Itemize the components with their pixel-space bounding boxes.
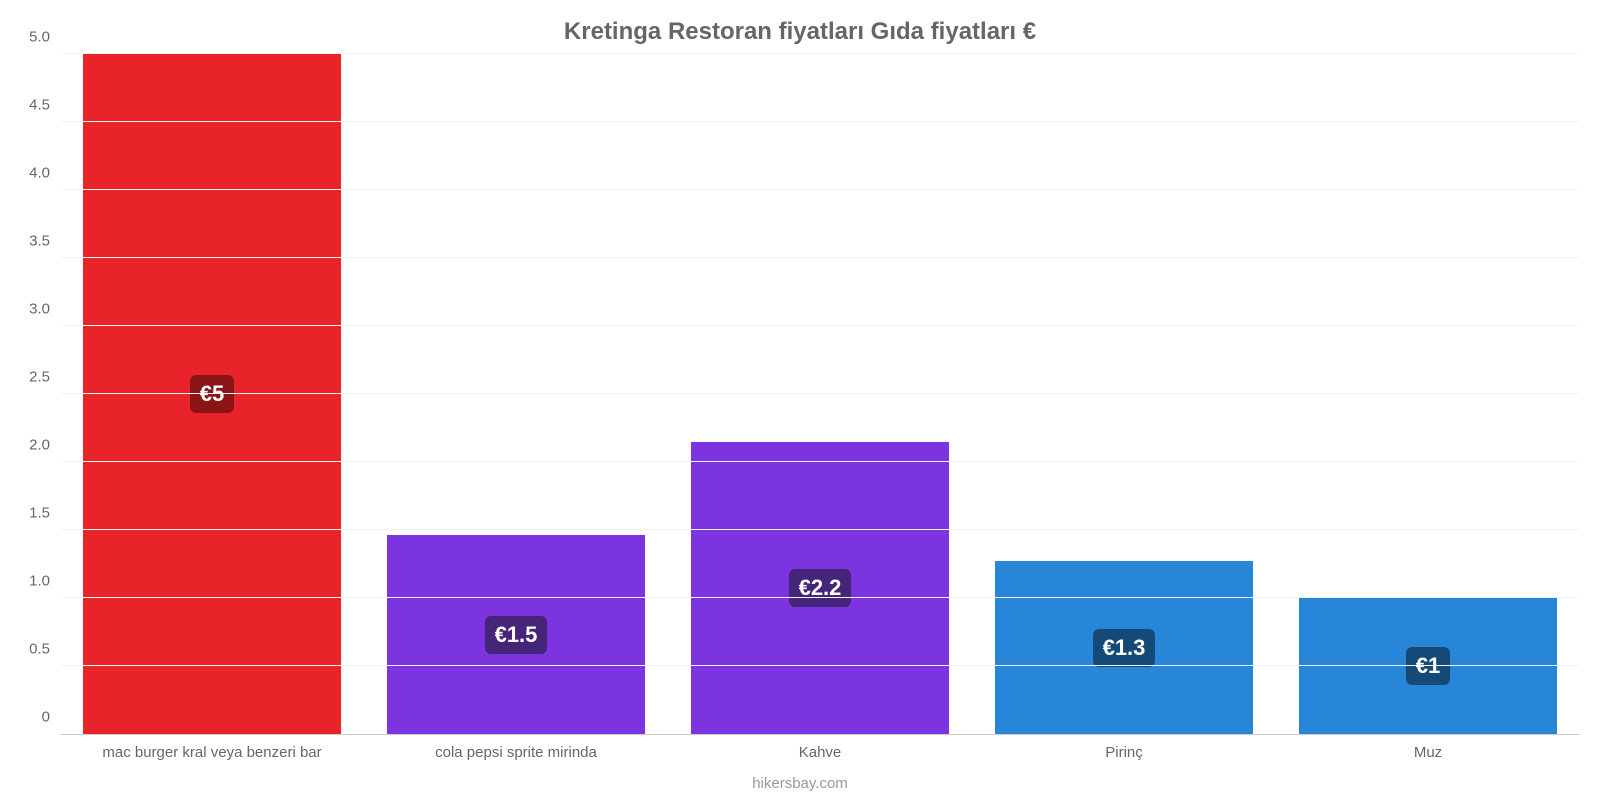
bar-value-label: €1.3 xyxy=(1093,629,1156,667)
x-tick-label: Pirinç xyxy=(1105,744,1143,761)
grid-line xyxy=(60,529,1580,530)
y-tick-label: 3.5 xyxy=(29,233,60,250)
chart-container: Kretinga Restoran fiyatları Gıda fiyatla… xyxy=(0,0,1600,800)
x-tick-label: mac burger kral veya benzeri bar xyxy=(102,744,321,761)
bar-slot: €1Muz xyxy=(1276,55,1580,734)
x-tick-label: Muz xyxy=(1414,744,1442,761)
y-tick-label: 5.0 xyxy=(29,29,60,46)
bar-slot: €5mac burger kral veya benzeri bar xyxy=(60,55,364,734)
y-tick-label: 4.0 xyxy=(29,165,60,182)
bar-slot: €2.2Kahve xyxy=(668,55,972,734)
grid-line xyxy=(60,189,1580,190)
bar-value-label: €5 xyxy=(190,375,234,413)
bar-value-label: €1 xyxy=(1406,647,1450,685)
x-tick-label: cola pepsi sprite mirinda xyxy=(435,744,597,761)
grid-line xyxy=(60,121,1580,122)
bar: €1.3 xyxy=(995,561,1253,734)
bar-value-label: €2.2 xyxy=(789,569,852,607)
y-tick-label: 1.5 xyxy=(29,505,60,522)
grid-line xyxy=(60,257,1580,258)
bar: €2.2 xyxy=(691,442,949,734)
bar: €1 xyxy=(1299,598,1557,734)
bar-value-label: €1.5 xyxy=(485,616,548,654)
y-tick-label: 0 xyxy=(42,709,60,726)
bar-slot: €1.5cola pepsi sprite mirinda xyxy=(364,55,668,734)
chart-title: Kretinga Restoran fiyatları Gıda fiyatla… xyxy=(0,18,1600,46)
grid-line xyxy=(60,461,1580,462)
grid-line xyxy=(60,325,1580,326)
y-tick-label: 3.0 xyxy=(29,301,60,318)
x-tick-label: Kahve xyxy=(799,744,842,761)
grid-line xyxy=(60,393,1580,394)
y-tick-label: 4.5 xyxy=(29,97,60,114)
bar: €1.5 xyxy=(387,535,645,734)
y-tick-label: 2.0 xyxy=(29,437,60,454)
grid-line xyxy=(60,597,1580,598)
y-tick-label: 1.0 xyxy=(29,573,60,590)
bar-slot: €1.3Pirinç xyxy=(972,55,1276,734)
chart-footer: hikersbay.com xyxy=(0,775,1600,792)
y-tick-label: 0.5 xyxy=(29,641,60,658)
bars-row: €5mac burger kral veya benzeri bar€1.5co… xyxy=(60,55,1580,734)
bar: €5 xyxy=(83,54,341,734)
grid-line xyxy=(60,53,1580,54)
plot-area: €5mac burger kral veya benzeri bar€1.5co… xyxy=(60,55,1580,735)
y-tick-label: 2.5 xyxy=(29,369,60,386)
grid-line xyxy=(60,665,1580,666)
